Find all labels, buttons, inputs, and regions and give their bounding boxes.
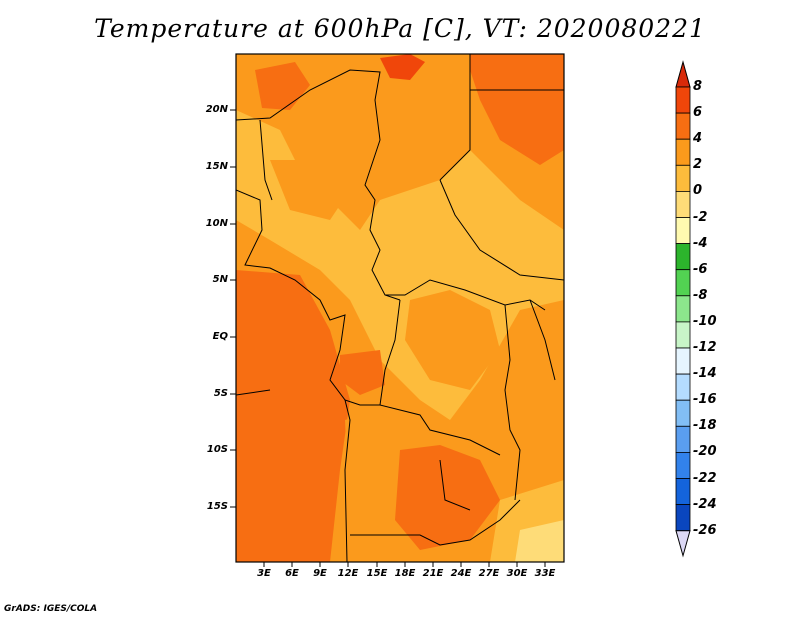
- lat-label: 15N: [205, 161, 228, 172]
- colorbar-swatch: [675, 347, 691, 375]
- colorbar-swatch: [675, 321, 691, 349]
- map-title: Temperature at 600hPa [C], VT: 202008022…: [94, 14, 706, 43]
- lon-label: 9E: [313, 568, 327, 579]
- colorbar: [675, 60, 691, 558]
- colorbar-label: -18: [693, 418, 717, 434]
- colorbar-label: -26: [693, 522, 717, 538]
- colorbar-swatch: [675, 478, 691, 506]
- lon-label: 21E: [422, 568, 444, 579]
- colorbar-arrow-top: [675, 60, 691, 88]
- colorbar-label: -20: [693, 444, 717, 460]
- colorbar-label: 4: [693, 131, 703, 147]
- lon-label: 24E: [450, 568, 472, 579]
- colorbar-label: -16: [693, 392, 717, 408]
- lat-label: 15S: [206, 501, 228, 512]
- colorbar-label: -24: [693, 496, 717, 512]
- colorbar-label: -4: [693, 235, 708, 251]
- lat-label: 20N: [205, 104, 228, 115]
- colorbar-swatch: [675, 399, 691, 427]
- colorbar-swatch: [675, 295, 691, 323]
- colorbar-swatch: [675, 190, 691, 218]
- colorbar-label: -2: [693, 209, 708, 225]
- colorbar-label: 8: [693, 79, 703, 94]
- colorbar-label: -6: [693, 261, 708, 277]
- lat-label: EQ: [212, 331, 228, 342]
- colorbar-label: 2: [693, 157, 703, 173]
- lat-label: 5N: [212, 274, 228, 285]
- colorbar-label: -8: [693, 287, 708, 303]
- lon-label: 3E: [257, 568, 271, 579]
- lon-label: 6E: [285, 568, 299, 579]
- colorbar-label: -14: [693, 366, 717, 382]
- lon-label: 15E: [366, 568, 388, 579]
- colorbar-label: -12: [693, 340, 717, 355]
- colorbar-swatch: [675, 425, 691, 453]
- axis-ticks: [230, 109, 546, 567]
- colorbar-swatch: [675, 243, 691, 271]
- colorbar-label: -10: [693, 313, 717, 329]
- lon-label: 18E: [394, 568, 416, 579]
- lon-label: 33E: [534, 568, 556, 579]
- lon-label: 30E: [506, 568, 528, 579]
- colorbar-label: 0: [693, 183, 703, 199]
- colorbar-swatch: [675, 138, 691, 166]
- colorbar-swatch: [675, 164, 691, 192]
- colorbar-swatch: [675, 504, 691, 532]
- map-frame: [235, 53, 565, 563]
- credit-text: GrADS: IGES/COLA: [4, 604, 98, 614]
- lon-label: 12E: [337, 568, 359, 579]
- colorbar-swatch: [675, 451, 691, 479]
- colorbar-swatch: [675, 373, 691, 401]
- colorbar-arrow-bottom: [675, 530, 691, 558]
- colorbar-swatch: [675, 86, 691, 114]
- colorbar-label: -22: [693, 470, 717, 486]
- country-borders: [236, 54, 564, 562]
- colorbar-swatch: [675, 269, 691, 297]
- lat-label: 5S: [213, 388, 228, 399]
- temperature-field: [236, 54, 564, 562]
- colorbar-label: 6: [693, 105, 703, 121]
- colorbar-swatch: [675, 217, 691, 245]
- colorbar-swatch: [675, 112, 691, 140]
- lat-label: 10S: [206, 444, 228, 455]
- lat-label: 10N: [205, 218, 228, 229]
- lon-label: 27E: [478, 568, 500, 579]
